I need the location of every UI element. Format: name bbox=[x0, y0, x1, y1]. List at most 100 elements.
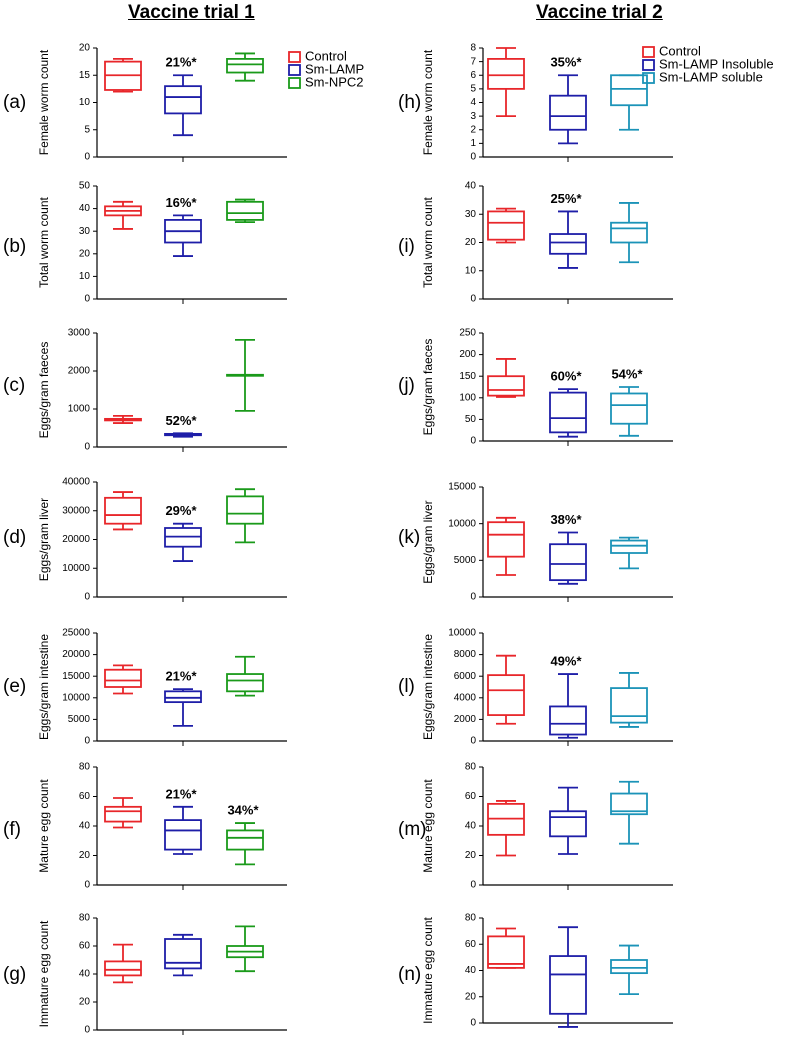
y-tick-label: 80 bbox=[465, 913, 477, 924]
significance-annotation: 25%* bbox=[550, 191, 582, 206]
significance-annotation: 34%* bbox=[227, 802, 259, 817]
y-tick-label: 20 bbox=[79, 43, 91, 54]
y-axis-label: Mature egg count bbox=[421, 779, 435, 873]
box-iqr bbox=[549, 705, 587, 736]
box-iqr bbox=[164, 819, 202, 851]
y-tick-label: 0 bbox=[84, 736, 90, 747]
y-tick-label: 4 bbox=[470, 97, 476, 108]
box-iqr bbox=[226, 200, 264, 221]
y-axis-label: Total worm count bbox=[421, 196, 435, 287]
box-iqr bbox=[164, 85, 202, 115]
y-tick-label: 6 bbox=[470, 70, 476, 81]
y-tick-label: 0 bbox=[84, 592, 90, 603]
box-iqr bbox=[104, 960, 142, 977]
panel-label: (c) bbox=[3, 375, 25, 396]
box-iqr bbox=[487, 521, 525, 558]
legend-swatch bbox=[642, 72, 655, 84]
y-tick-label: 0 bbox=[470, 152, 476, 163]
box-iqr bbox=[610, 221, 648, 244]
y-tick-label: 200 bbox=[459, 349, 476, 360]
y-tick-label: 0 bbox=[84, 294, 90, 305]
box-iqr bbox=[549, 94, 587, 131]
box-iqr bbox=[549, 543, 587, 582]
box-iqr bbox=[610, 74, 648, 107]
y-tick-label: 10000 bbox=[448, 518, 476, 529]
significance-annotation: 21%* bbox=[165, 786, 197, 801]
significance-annotation: 21%* bbox=[165, 669, 197, 684]
y-tick-label: 150 bbox=[459, 371, 476, 382]
y-tick-label: 80 bbox=[465, 762, 477, 773]
box-iqr bbox=[549, 810, 587, 838]
y-tick-label: 60 bbox=[79, 941, 91, 952]
legend-label: Sm-NPC2 bbox=[305, 74, 364, 89]
y-axis-label: Eggs/gram intestine bbox=[37, 634, 51, 740]
panel-label: (a) bbox=[3, 92, 26, 113]
panel-label: (j) bbox=[398, 375, 415, 396]
significance-annotation: 16%* bbox=[165, 195, 197, 210]
legend-swatch bbox=[642, 59, 655, 71]
y-tick-label: 50 bbox=[79, 181, 91, 192]
y-tick-label: 0 bbox=[84, 442, 90, 453]
box-iqr bbox=[610, 392, 648, 425]
y-tick-label: 0 bbox=[470, 880, 476, 891]
y-tick-label: 20000 bbox=[62, 534, 90, 545]
y-axis-label: Eggs/gram liver bbox=[421, 500, 435, 583]
box-iqr bbox=[226, 58, 264, 74]
y-tick-label: 20000 bbox=[62, 649, 90, 660]
y-tick-label: 5000 bbox=[454, 555, 477, 566]
y-tick-label: 5 bbox=[470, 84, 476, 95]
y-tick-label: 30000 bbox=[62, 505, 90, 516]
y-tick-label: 1000 bbox=[68, 404, 91, 415]
y-axis-label: Female worm count bbox=[37, 49, 51, 155]
y-tick-label: 5000 bbox=[68, 714, 91, 725]
y-tick-label: 0 bbox=[470, 592, 476, 603]
y-tick-label: 60 bbox=[465, 939, 477, 950]
box-iqr bbox=[164, 938, 202, 970]
panel-label: (n) bbox=[398, 964, 421, 985]
y-tick-label: 60 bbox=[465, 791, 477, 802]
y-tick-label: 20 bbox=[79, 248, 91, 259]
y-tick-label: 10000 bbox=[62, 692, 90, 703]
y-tick-label: 4000 bbox=[454, 692, 477, 703]
box-iqr bbox=[487, 210, 525, 241]
legend-swatch bbox=[288, 51, 301, 63]
y-tick-label: 0 bbox=[470, 1018, 476, 1029]
y-tick-label: 15000 bbox=[448, 482, 476, 493]
y-tick-label: 40 bbox=[79, 969, 91, 980]
y-tick-label: 6000 bbox=[454, 671, 477, 682]
y-tick-label: 10 bbox=[79, 271, 91, 282]
y-tick-label: 20 bbox=[79, 997, 91, 1008]
box-iqr bbox=[104, 668, 142, 688]
y-tick-label: 20 bbox=[465, 850, 477, 861]
box-iqr bbox=[226, 829, 264, 851]
box-iqr bbox=[610, 959, 648, 975]
y-tick-label: 3000 bbox=[68, 328, 91, 339]
y-tick-label: 20 bbox=[465, 991, 477, 1002]
y-tick-label: 40000 bbox=[62, 477, 90, 488]
panel-label: (i) bbox=[398, 236, 415, 257]
panel-label: (b) bbox=[3, 236, 26, 257]
y-tick-label: 50 bbox=[465, 414, 477, 425]
y-tick-label: 40 bbox=[79, 821, 91, 832]
significance-annotation: 54%* bbox=[611, 366, 643, 381]
legend-swatch bbox=[288, 64, 301, 76]
y-tick-label: 10 bbox=[79, 97, 91, 108]
y-tick-label: 5 bbox=[84, 124, 90, 135]
y-tick-label: 3 bbox=[470, 111, 476, 122]
y-tick-label: 0 bbox=[470, 436, 476, 447]
y-tick-label: 30 bbox=[79, 226, 91, 237]
y-tick-label: 40 bbox=[465, 965, 477, 976]
box-iqr bbox=[610, 539, 648, 554]
y-tick-label: 60 bbox=[79, 791, 91, 802]
box-iqr bbox=[487, 58, 525, 90]
y-axis-label: Eggs/gram faeces bbox=[421, 339, 435, 436]
panel-label: (d) bbox=[3, 527, 26, 548]
y-tick-label: 2000 bbox=[68, 366, 91, 377]
box-iqr bbox=[226, 673, 264, 693]
y-tick-label: 10 bbox=[465, 265, 477, 276]
y-tick-label: 20 bbox=[465, 237, 477, 248]
y-tick-label: 0 bbox=[84, 1025, 90, 1036]
y-tick-label: 80 bbox=[79, 762, 91, 773]
y-tick-label: 40 bbox=[465, 821, 477, 832]
